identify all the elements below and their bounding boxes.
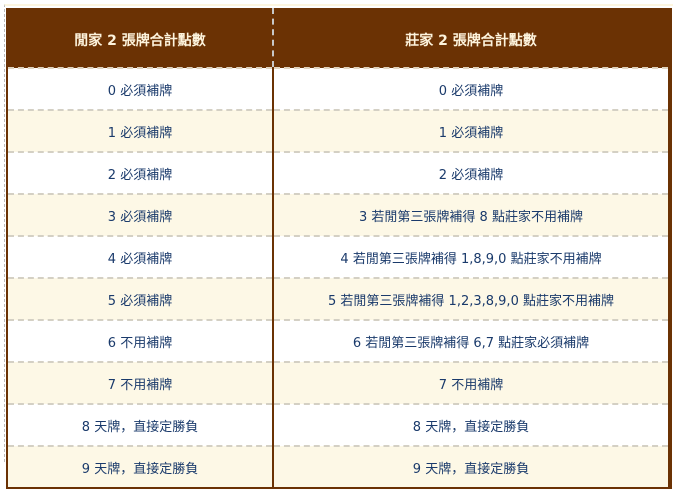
table-header-row: 閒家 2 張牌合計點數 莊家 2 張牌合計點數 bbox=[7, 8, 670, 69]
table-row: 8 天牌，直接定勝負 8 天牌，直接定勝負 bbox=[7, 404, 670, 447]
banker-cell: 2 必須補牌 bbox=[273, 152, 670, 195]
baccarat-drawing-rules-table: 閒家 2 張牌合計點數 莊家 2 張牌合計點數 0 必須補牌 0 必須補牌 1 必須… bbox=[6, 8, 672, 489]
table-row: 3 必須補牌 3 若閒第三張牌補得 8 點莊家不用補牌 bbox=[7, 194, 670, 237]
table-row: 2 必須補牌 2 必須補牌 bbox=[7, 152, 670, 195]
banker-cell: 8 天牌，直接定勝負 bbox=[273, 404, 670, 447]
table-row: 6 不用補牌 6 若閒第三張牌補得 6,7 點莊家必須補牌 bbox=[7, 320, 670, 363]
table-row: 1 必須補牌 1 必須補牌 bbox=[7, 110, 670, 153]
player-cell: 8 天牌，直接定勝負 bbox=[7, 404, 274, 447]
banker-cell: 5 若閒第三張牌補得 1,2,3,8,9,0 點莊家不用補牌 bbox=[273, 278, 670, 321]
banker-cell: 6 若閒第三張牌補得 6,7 點莊家必須補牌 bbox=[273, 320, 670, 363]
banker-cell: 1 必須補牌 bbox=[273, 110, 670, 153]
banker-cell: 4 若閒第三張牌補得 1,8,9,0 點莊家不用補牌 bbox=[273, 236, 670, 279]
player-cell: 5 必須補牌 bbox=[7, 278, 274, 321]
table-row: 4 必須補牌 4 若閒第三張牌補得 1,8,9,0 點莊家不用補牌 bbox=[7, 236, 670, 279]
table-row: 9 天牌，直接定勝負 9 天牌，直接定勝負 bbox=[7, 446, 670, 489]
banker-cell: 0 必須補牌 bbox=[273, 68, 670, 111]
player-cell: 0 必須補牌 bbox=[7, 68, 274, 111]
player-cell: 6 不用補牌 bbox=[7, 320, 274, 363]
table-row: 5 必須補牌 5 若閒第三張牌補得 1,2,3,8,9,0 點莊家不用補牌 bbox=[7, 278, 670, 321]
player-cell: 1 必須補牌 bbox=[7, 110, 274, 153]
table-row: 7 不用補牌 7 不用補牌 bbox=[7, 362, 670, 405]
banker-cell: 9 天牌，直接定勝負 bbox=[273, 446, 670, 489]
player-cell: 9 天牌，直接定勝負 bbox=[7, 446, 274, 489]
player-cell: 7 不用補牌 bbox=[7, 362, 274, 405]
header-player: 閒家 2 張牌合計點數 bbox=[7, 8, 274, 69]
banker-cell: 7 不用補牌 bbox=[273, 362, 670, 405]
banker-cell: 3 若閒第三張牌補得 8 點莊家不用補牌 bbox=[273, 194, 670, 237]
player-cell: 2 必須補牌 bbox=[7, 152, 274, 195]
player-cell: 4 必須補牌 bbox=[7, 236, 274, 279]
player-cell: 3 必須補牌 bbox=[7, 194, 274, 237]
rules-table-container: 閒家 2 張牌合計點數 莊家 2 張牌合計點數 0 必須補牌 0 必須補牌 1 必須… bbox=[4, 4, 673, 489]
table-row: 0 必須補牌 0 必須補牌 bbox=[7, 68, 670, 111]
header-banker: 莊家 2 張牌合計點數 bbox=[273, 8, 670, 69]
